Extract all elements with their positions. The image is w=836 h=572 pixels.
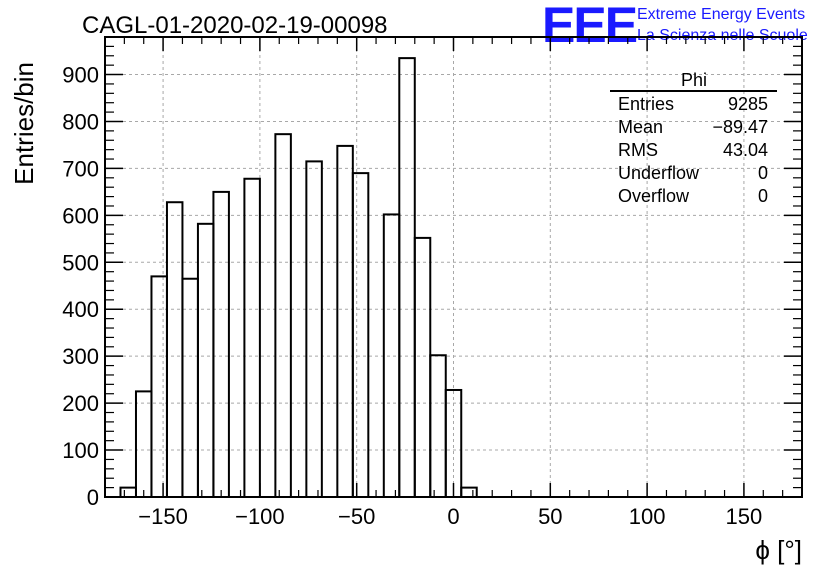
histogram-bin: [181, 277, 199, 498]
stats-value-mean: −89.47: [712, 117, 768, 137]
logo-mark: EEE: [542, 0, 637, 53]
grid-lines: [105, 37, 802, 497]
histogram-bin: [119, 486, 137, 498]
x-tick-label: 150: [726, 504, 763, 529]
x-tick-label: 100: [629, 504, 666, 529]
histogram-bin: [351, 172, 370, 499]
histogram-bin: [165, 201, 184, 498]
x-tick-label: −100: [235, 504, 285, 529]
stats-value-overflow: 0: [758, 186, 768, 206]
histogram-bin: [134, 390, 153, 498]
stats-label-rms: RMS: [618, 140, 658, 160]
chart-title: CAGL-01-2020-02-19-00098: [82, 12, 388, 39]
y-axis-label: Entries/bin: [9, 62, 39, 185]
x-tick-label: −150: [138, 504, 188, 529]
logo-line-2: La Scienza nelle Scuole: [637, 27, 808, 44]
y-tick-label: 100: [62, 438, 99, 463]
stats-value-underflow: 0: [758, 163, 768, 183]
y-tick-label: 300: [62, 344, 99, 369]
histogram-bin: [274, 133, 292, 498]
histogram-bin: [305, 160, 323, 498]
histogram-bin: [429, 354, 447, 498]
eee-logo: EEE Extreme Energy Events La Scienza nel…: [542, 0, 808, 53]
y-tick-label: 0: [87, 485, 99, 510]
histogram-bin: [444, 388, 463, 498]
x-tick-label: 0: [447, 504, 459, 529]
histogram-bars: [119, 57, 478, 499]
stats-label-entries: Entries: [618, 94, 674, 114]
logo-line-1: Extreme Energy Events: [637, 6, 805, 23]
stats-label-mean: Mean: [618, 117, 663, 137]
stats-label-overflow: Overflow: [618, 186, 690, 206]
x-tick-label: −50: [338, 504, 375, 529]
histogram-bin: [413, 236, 432, 499]
stats-label-underflow: Underflow: [618, 163, 700, 183]
y-tick-label: 800: [62, 109, 99, 134]
histogram-bin: [460, 486, 478, 498]
y-tick-label: 700: [62, 156, 99, 181]
stats-box: Phi Entries 9285 Mean −89.47 RMS 43.04 U…: [610, 70, 777, 206]
y-tick-label: 900: [62, 63, 99, 88]
y-tick-label: 500: [62, 250, 99, 275]
histogram-bin: [243, 177, 261, 498]
histogram-bin: [382, 213, 401, 499]
y-tick-label: 400: [62, 297, 99, 322]
tick-labels: −150 −100 −50 0 50 100 150 0 100 200 300 400 500 600 7…: [62, 63, 762, 529]
x-axis-label: ϕ [°]: [755, 535, 802, 565]
axes: [104, 36, 803, 498]
y-tick-label: 200: [62, 391, 99, 416]
histogram-bin: [212, 190, 230, 499]
histogram-bin: [398, 57, 416, 499]
histogram-bin: [196, 222, 215, 499]
x-tick-label: 50: [538, 504, 562, 529]
histogram-bin: [336, 144, 354, 499]
y-tick-label: 600: [62, 203, 99, 228]
stats-value-entries: 9285: [728, 94, 768, 114]
stats-value-rms: 43.04: [723, 140, 768, 160]
stats-title: Phi: [681, 70, 707, 90]
